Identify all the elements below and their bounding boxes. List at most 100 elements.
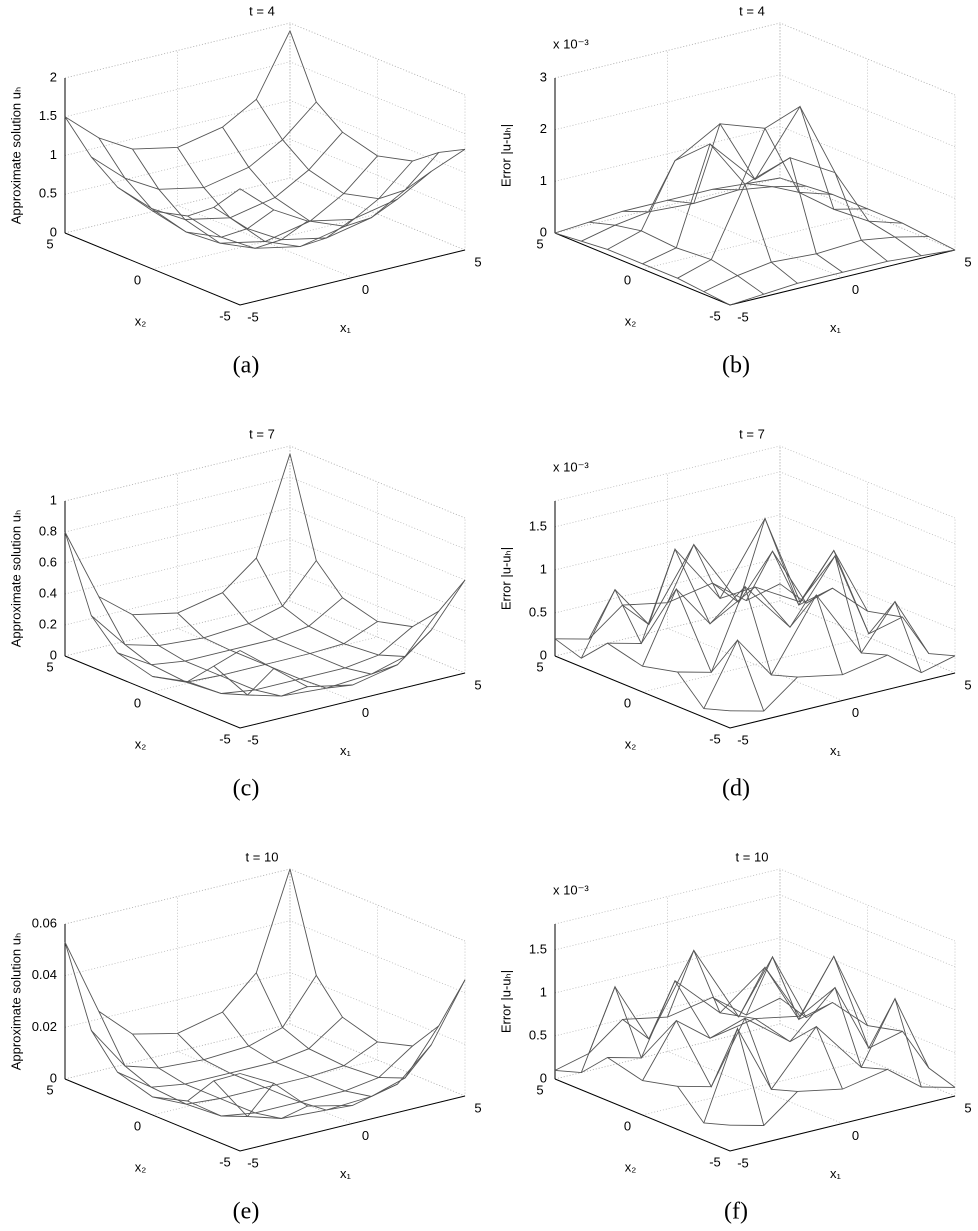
grid-line	[65, 601, 465, 673]
y-tick-label: 0	[624, 272, 631, 287]
grid-line	[65, 23, 465, 95]
mesh-line	[91, 102, 316, 189]
z-tick-label: 1	[50, 492, 57, 507]
floor-axis-line	[555, 1079, 955, 1151]
box-edge	[65, 869, 465, 941]
box-edge	[555, 446, 955, 518]
x-axis-label: x₁	[830, 1166, 842, 1181]
x-axis-label: x₁	[830, 320, 842, 335]
z-tick-label: 0.02	[32, 1019, 57, 1034]
floor-axis-line	[555, 656, 955, 728]
y-tick-label: 5	[536, 236, 543, 251]
grid-line	[65, 78, 240, 305]
grid-line	[65, 1024, 465, 1096]
grid-line	[555, 472, 955, 544]
caption: (d)	[722, 776, 750, 802]
mesh-line	[730, 1069, 955, 1125]
z-scale-label: x 10⁻³	[553, 36, 589, 51]
z-axis-label: Error |u-uₕ|	[498, 547, 513, 610]
grid-line	[555, 126, 955, 198]
z-tick-label: 1.5	[529, 518, 547, 533]
mesh-line	[668, 950, 843, 1089]
z-axis-label: Error |u-uₕ|	[498, 970, 513, 1033]
mesh-line	[240, 580, 465, 687]
grid-line	[555, 924, 730, 1151]
y-tick-label: 0	[624, 1118, 631, 1133]
x-tick-label: -5	[247, 309, 259, 324]
z-tick-label: 0.5	[529, 604, 547, 619]
grid-line	[178, 897, 353, 1124]
x-tick-label: 0	[362, 705, 369, 720]
z-scale-label: x 10⁻³	[553, 459, 589, 474]
mesh-line	[240, 980, 465, 1106]
mesh-line	[623, 981, 798, 1092]
mesh-line	[623, 549, 798, 677]
chart-title: t = 10	[736, 849, 769, 864]
x-tick-label: 0	[852, 705, 859, 720]
y-tick-label: 5	[536, 659, 543, 674]
box-edge	[555, 23, 955, 95]
y-tick-label: -5	[709, 731, 721, 746]
mesh-line	[713, 519, 888, 656]
mesh-line	[133, 1034, 308, 1118]
mesh-line	[643, 107, 868, 264]
mesh-line	[153, 622, 378, 683]
y-tick-label: 0	[134, 1118, 141, 1133]
z-tick-label: 0.5	[529, 1027, 547, 1042]
chart-title: t = 7	[739, 426, 765, 441]
mesh-line	[65, 532, 240, 682]
grid-line	[65, 570, 465, 642]
x-tick-label: 0	[362, 282, 369, 297]
y-tick-label: 0	[134, 272, 141, 287]
x-tick-label: -5	[737, 309, 749, 324]
grid-line	[668, 51, 843, 278]
chart-title: t = 4	[249, 3, 275, 18]
mesh-line	[223, 593, 398, 674]
grid-line	[555, 501, 730, 728]
x-tick-label: -5	[247, 732, 259, 747]
z-tick-label: 1	[540, 561, 547, 576]
caption: (e)	[233, 1199, 260, 1225]
grid-line	[65, 924, 240, 1151]
grid-line	[643, 905, 868, 1115]
chart-title: t = 10	[246, 849, 279, 864]
z-tick-label: 1	[50, 147, 57, 162]
z-tick-label: 1.5	[39, 108, 57, 123]
y-axis-label: x₂	[625, 736, 637, 751]
grid-line	[730, 95, 955, 305]
caption: (f)	[724, 1199, 748, 1225]
grid-line	[555, 23, 780, 233]
z-tick-label: 1	[540, 173, 547, 188]
y-axis-label: x₂	[135, 313, 147, 328]
z-axis-label: Error |u-uₕ|	[498, 124, 513, 187]
mesh-line	[214, 1026, 439, 1119]
figure: 00.511.52-505-505x₁x₂Approximate solutio…	[0, 0, 978, 1231]
mesh-line	[780, 584, 955, 656]
z-tick-label: 1	[540, 984, 547, 999]
y-tick-label: 5	[46, 659, 53, 674]
grid-line	[65, 539, 465, 611]
mesh-line	[91, 561, 316, 646]
mesh-line	[704, 999, 929, 1123]
z-tick-label: 0.5	[39, 186, 57, 201]
grid-line	[65, 869, 465, 941]
mesh-line	[668, 124, 843, 272]
x-tick-label: 0	[852, 282, 859, 297]
mesh-line	[581, 545, 806, 659]
x-axis-label: x₁	[340, 743, 352, 758]
mesh-line	[188, 627, 413, 694]
mesh-line	[99, 138, 274, 237]
grid-line	[555, 895, 955, 967]
z-tick-label: 0.8	[39, 523, 57, 538]
x-tick-label: 5	[474, 1100, 481, 1115]
x-axis-label: x₁	[340, 1166, 352, 1181]
grid-line	[555, 869, 780, 1079]
y-axis-label: x₂	[625, 313, 637, 328]
mesh-line	[223, 1012, 398, 1096]
grid-line	[730, 518, 955, 728]
mesh-line	[188, 1046, 413, 1116]
chart-title: t = 7	[249, 426, 275, 441]
y-axis-label: x₂	[135, 1159, 147, 1174]
y-tick-label: -5	[219, 731, 231, 746]
z-axis-label: Approximate solution uₕ	[8, 510, 23, 648]
